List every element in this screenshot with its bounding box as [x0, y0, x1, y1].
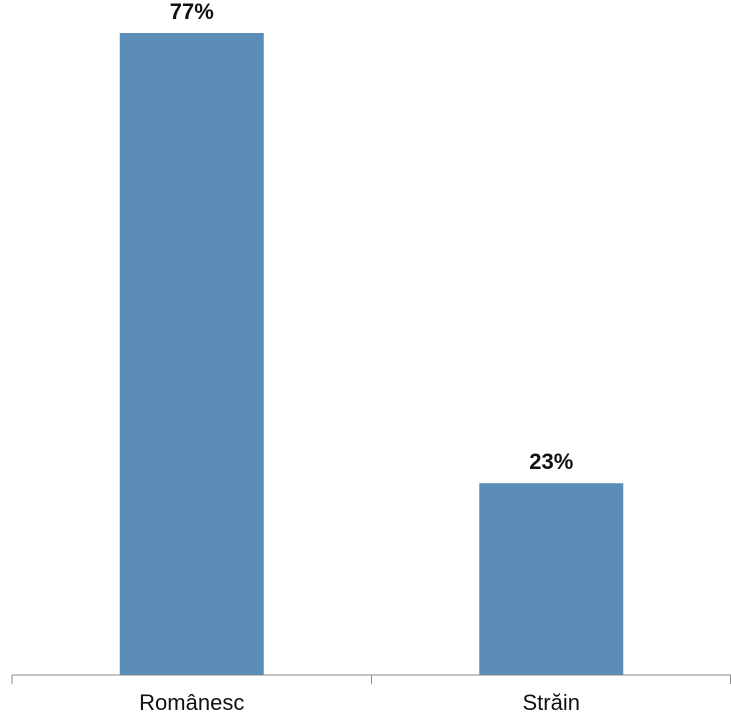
bars-layer — [119, 33, 624, 675]
labels-layer: 77% 23% — [170, 0, 574, 474]
x-tick-label: Românesc — [139, 690, 244, 715]
bar-1 — [479, 483, 624, 675]
bar-0 — [119, 33, 264, 675]
bar-value-label: 23% — [529, 449, 573, 474]
bar-value-label: 77% — [170, 0, 214, 24]
x-tick-label: Străin — [523, 690, 580, 715]
x-axis: Românesc Străin — [11, 674, 731, 715]
